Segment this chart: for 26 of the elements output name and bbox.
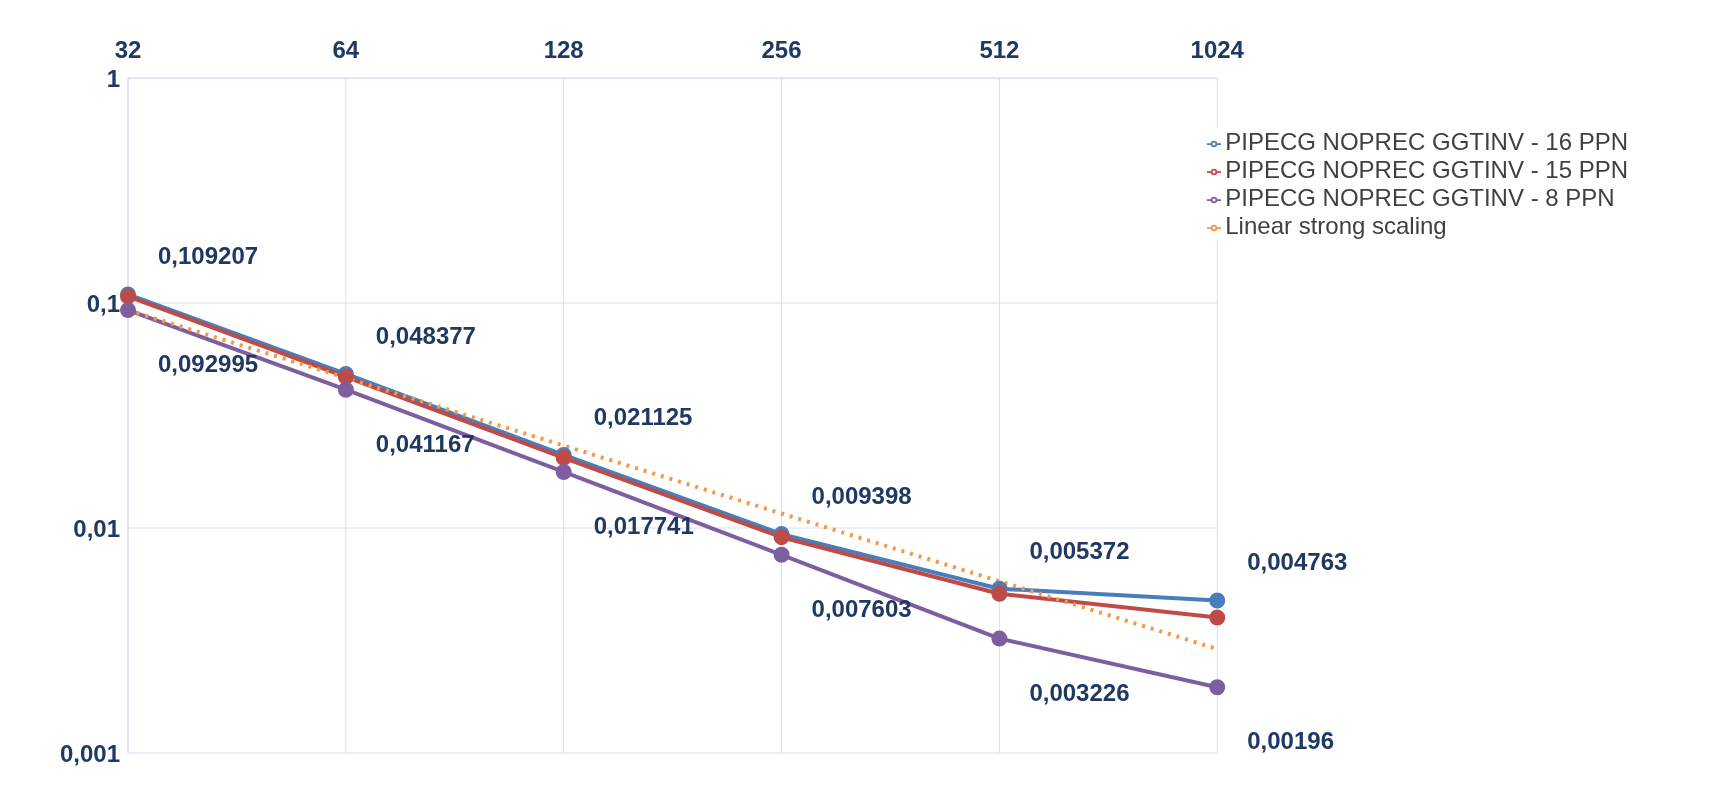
data-label: 0,003226 [1029,678,1130,706]
y-tick-label: 0,1 [86,289,120,317]
x-tick-label: 256 [761,36,802,63]
x-tick-label: 128 [543,36,584,63]
y-tick-label: 0,001 [59,739,120,767]
y-tick-label: 1 [106,64,120,92]
data-label: 0,004763 [1247,548,1348,576]
legend-label: PIPECG NOPREC GGTINV - 16 PPN [1225,128,1628,155]
x-tick-label: 512 [979,36,1020,63]
legend-label: PIPECG NOPREC GGTINV - 8 PPN [1225,184,1615,211]
x-tick-label: 64 [332,36,360,63]
data-label: 0,017741 [593,511,694,539]
data-label: 0,005372 [1029,536,1130,564]
data-label: 0,00196 [1247,727,1335,755]
x-tick-label: 1024 [1190,36,1245,63]
x-tick-label: 32 [114,36,142,63]
data-label: 0,041167 [375,429,475,457]
data-label: 0,109207 [158,242,259,270]
data-label: 0,021125 [593,402,693,430]
data-label: 0,007603 [811,594,912,622]
data-label: 0,009398 [811,482,912,510]
data-label: 0,092995 [158,350,259,378]
legend-label: PIPECG NOPREC GGTINV - 15 PPN [1225,156,1628,183]
legend-label: Linear strong scaling [1225,212,1447,239]
y-tick-label: 0,01 [73,514,120,542]
data-label: 0,048377 [375,321,476,349]
